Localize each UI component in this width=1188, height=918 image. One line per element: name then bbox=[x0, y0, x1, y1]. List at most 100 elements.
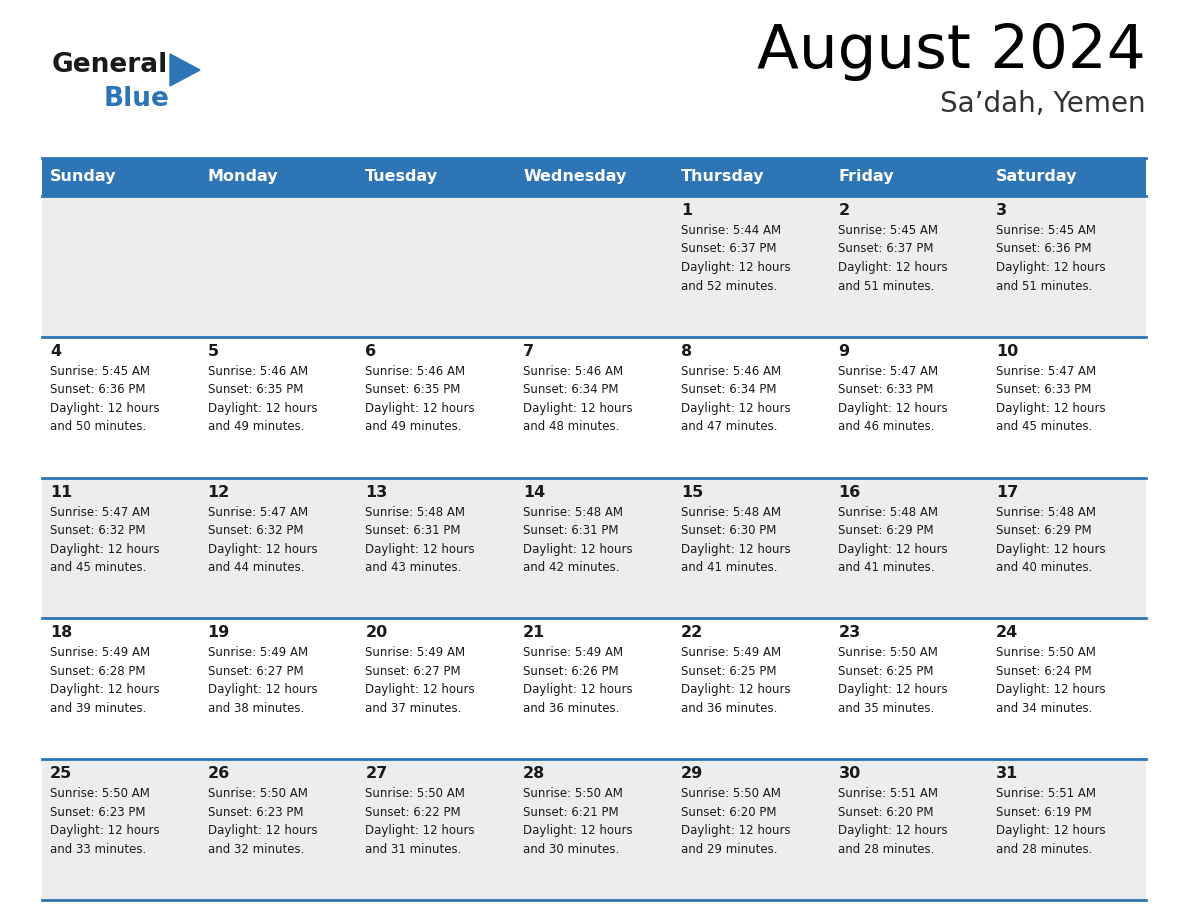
Text: Sunrise: 5:50 AM
Sunset: 6:22 PM
Daylight: 12 hours
and 31 minutes.: Sunrise: 5:50 AM Sunset: 6:22 PM Dayligh… bbox=[366, 788, 475, 856]
Text: 29: 29 bbox=[681, 767, 703, 781]
Text: 21: 21 bbox=[523, 625, 545, 641]
Bar bbox=[988, 196, 1146, 337]
Text: Sunrise: 5:47 AM
Sunset: 6:33 PM
Daylight: 12 hours
and 45 minutes.: Sunrise: 5:47 AM Sunset: 6:33 PM Dayligh… bbox=[997, 364, 1106, 433]
Text: Sunrise: 5:50 AM
Sunset: 6:23 PM
Daylight: 12 hours
and 32 minutes.: Sunrise: 5:50 AM Sunset: 6:23 PM Dayligh… bbox=[208, 788, 317, 856]
Bar bbox=[988, 759, 1146, 900]
Bar bbox=[42, 337, 200, 477]
Bar bbox=[358, 477, 516, 619]
Bar bbox=[42, 196, 200, 337]
Text: 28: 28 bbox=[523, 767, 545, 781]
Bar bbox=[516, 196, 672, 337]
Text: Sunrise: 5:47 AM
Sunset: 6:32 PM
Daylight: 12 hours
and 45 minutes.: Sunrise: 5:47 AM Sunset: 6:32 PM Dayligh… bbox=[50, 506, 159, 574]
Bar bbox=[988, 619, 1146, 759]
Text: 31: 31 bbox=[997, 767, 1018, 781]
Bar bbox=[42, 619, 200, 759]
Text: Blue: Blue bbox=[105, 86, 170, 112]
Text: 4: 4 bbox=[50, 344, 61, 359]
Text: Sunrise: 5:51 AM
Sunset: 6:20 PM
Daylight: 12 hours
and 28 minutes.: Sunrise: 5:51 AM Sunset: 6:20 PM Dayligh… bbox=[839, 788, 948, 856]
Text: Monday: Monday bbox=[208, 170, 278, 185]
Text: Sunrise: 5:49 AM
Sunset: 6:26 PM
Daylight: 12 hours
and 36 minutes.: Sunrise: 5:49 AM Sunset: 6:26 PM Dayligh… bbox=[523, 646, 633, 715]
Text: 16: 16 bbox=[839, 485, 861, 499]
Bar bbox=[200, 619, 358, 759]
Bar bbox=[830, 619, 988, 759]
Bar bbox=[830, 196, 988, 337]
Text: Sunrise: 5:44 AM
Sunset: 6:37 PM
Daylight: 12 hours
and 52 minutes.: Sunrise: 5:44 AM Sunset: 6:37 PM Dayligh… bbox=[681, 224, 790, 293]
Text: 5: 5 bbox=[208, 344, 219, 359]
Bar bbox=[200, 477, 358, 619]
Bar bbox=[516, 477, 672, 619]
Text: Sunrise: 5:45 AM
Sunset: 6:36 PM
Daylight: 12 hours
and 51 minutes.: Sunrise: 5:45 AM Sunset: 6:36 PM Dayligh… bbox=[997, 224, 1106, 293]
Text: 1: 1 bbox=[681, 203, 691, 218]
Text: 18: 18 bbox=[50, 625, 72, 641]
Bar bbox=[358, 158, 516, 196]
Bar bbox=[516, 158, 672, 196]
Bar bbox=[200, 337, 358, 477]
Text: 17: 17 bbox=[997, 485, 1018, 499]
Text: 7: 7 bbox=[523, 344, 535, 359]
Bar bbox=[830, 158, 988, 196]
Text: Sunrise: 5:46 AM
Sunset: 6:34 PM
Daylight: 12 hours
and 48 minutes.: Sunrise: 5:46 AM Sunset: 6:34 PM Dayligh… bbox=[523, 364, 633, 433]
Bar bbox=[42, 759, 200, 900]
Text: Sunrise: 5:47 AM
Sunset: 6:33 PM
Daylight: 12 hours
and 46 minutes.: Sunrise: 5:47 AM Sunset: 6:33 PM Dayligh… bbox=[839, 364, 948, 433]
Bar bbox=[672, 477, 830, 619]
Text: Thursday: Thursday bbox=[681, 170, 764, 185]
Text: Sunrise: 5:50 AM
Sunset: 6:21 PM
Daylight: 12 hours
and 30 minutes.: Sunrise: 5:50 AM Sunset: 6:21 PM Dayligh… bbox=[523, 788, 633, 856]
Text: 25: 25 bbox=[50, 767, 72, 781]
Bar bbox=[516, 337, 672, 477]
Text: Sunrise: 5:50 AM
Sunset: 6:23 PM
Daylight: 12 hours
and 33 minutes.: Sunrise: 5:50 AM Sunset: 6:23 PM Dayligh… bbox=[50, 788, 159, 856]
Text: Sunrise: 5:46 AM
Sunset: 6:35 PM
Daylight: 12 hours
and 49 minutes.: Sunrise: 5:46 AM Sunset: 6:35 PM Dayligh… bbox=[208, 364, 317, 433]
Text: 13: 13 bbox=[366, 485, 387, 499]
Text: Sa’dah, Yemen: Sa’dah, Yemen bbox=[941, 90, 1146, 118]
Bar bbox=[42, 477, 200, 619]
Text: Tuesday: Tuesday bbox=[366, 170, 438, 185]
Text: 2: 2 bbox=[839, 203, 849, 218]
Text: Sunday: Sunday bbox=[50, 170, 116, 185]
Text: Sunrise: 5:48 AM
Sunset: 6:30 PM
Daylight: 12 hours
and 41 minutes.: Sunrise: 5:48 AM Sunset: 6:30 PM Dayligh… bbox=[681, 506, 790, 574]
Bar bbox=[672, 158, 830, 196]
Text: Sunrise: 5:51 AM
Sunset: 6:19 PM
Daylight: 12 hours
and 28 minutes.: Sunrise: 5:51 AM Sunset: 6:19 PM Dayligh… bbox=[997, 788, 1106, 856]
Bar bbox=[830, 759, 988, 900]
Text: Sunrise: 5:48 AM
Sunset: 6:29 PM
Daylight: 12 hours
and 41 minutes.: Sunrise: 5:48 AM Sunset: 6:29 PM Dayligh… bbox=[839, 506, 948, 574]
Text: Sunrise: 5:45 AM
Sunset: 6:37 PM
Daylight: 12 hours
and 51 minutes.: Sunrise: 5:45 AM Sunset: 6:37 PM Dayligh… bbox=[839, 224, 948, 293]
Bar bbox=[516, 619, 672, 759]
Text: 3: 3 bbox=[997, 203, 1007, 218]
Text: Friday: Friday bbox=[839, 170, 895, 185]
Bar bbox=[672, 337, 830, 477]
Polygon shape bbox=[170, 54, 200, 86]
Text: Sunrise: 5:46 AM
Sunset: 6:35 PM
Daylight: 12 hours
and 49 minutes.: Sunrise: 5:46 AM Sunset: 6:35 PM Dayligh… bbox=[366, 364, 475, 433]
Text: 22: 22 bbox=[681, 625, 703, 641]
Text: August 2024: August 2024 bbox=[758, 22, 1146, 81]
Text: 19: 19 bbox=[208, 625, 229, 641]
Text: 20: 20 bbox=[366, 625, 387, 641]
Bar bbox=[358, 619, 516, 759]
Text: 30: 30 bbox=[839, 767, 861, 781]
Text: 6: 6 bbox=[366, 344, 377, 359]
Text: Sunrise: 5:49 AM
Sunset: 6:25 PM
Daylight: 12 hours
and 36 minutes.: Sunrise: 5:49 AM Sunset: 6:25 PM Dayligh… bbox=[681, 646, 790, 715]
Text: Sunrise: 5:48 AM
Sunset: 6:29 PM
Daylight: 12 hours
and 40 minutes.: Sunrise: 5:48 AM Sunset: 6:29 PM Dayligh… bbox=[997, 506, 1106, 574]
Bar bbox=[830, 337, 988, 477]
Text: 10: 10 bbox=[997, 344, 1018, 359]
Text: Sunrise: 5:49 AM
Sunset: 6:27 PM
Daylight: 12 hours
and 38 minutes.: Sunrise: 5:49 AM Sunset: 6:27 PM Dayligh… bbox=[208, 646, 317, 715]
Bar bbox=[988, 158, 1146, 196]
Bar bbox=[200, 759, 358, 900]
Bar bbox=[672, 759, 830, 900]
Text: 12: 12 bbox=[208, 485, 229, 499]
Bar bbox=[200, 196, 358, 337]
Bar bbox=[988, 477, 1146, 619]
Text: 24: 24 bbox=[997, 625, 1018, 641]
Text: Sunrise: 5:48 AM
Sunset: 6:31 PM
Daylight: 12 hours
and 43 minutes.: Sunrise: 5:48 AM Sunset: 6:31 PM Dayligh… bbox=[366, 506, 475, 574]
Bar bbox=[988, 337, 1146, 477]
Text: 23: 23 bbox=[839, 625, 861, 641]
Text: 15: 15 bbox=[681, 485, 703, 499]
Text: 27: 27 bbox=[366, 767, 387, 781]
Text: 14: 14 bbox=[523, 485, 545, 499]
Text: Saturday: Saturday bbox=[997, 170, 1078, 185]
Text: 8: 8 bbox=[681, 344, 691, 359]
Text: 26: 26 bbox=[208, 767, 229, 781]
Text: Sunrise: 5:49 AM
Sunset: 6:27 PM
Daylight: 12 hours
and 37 minutes.: Sunrise: 5:49 AM Sunset: 6:27 PM Dayligh… bbox=[366, 646, 475, 715]
Bar bbox=[516, 759, 672, 900]
Text: Sunrise: 5:50 AM
Sunset: 6:25 PM
Daylight: 12 hours
and 35 minutes.: Sunrise: 5:50 AM Sunset: 6:25 PM Dayligh… bbox=[839, 646, 948, 715]
Text: Sunrise: 5:45 AM
Sunset: 6:36 PM
Daylight: 12 hours
and 50 minutes.: Sunrise: 5:45 AM Sunset: 6:36 PM Dayligh… bbox=[50, 364, 159, 433]
Bar bbox=[42, 158, 200, 196]
Text: Wednesday: Wednesday bbox=[523, 170, 626, 185]
